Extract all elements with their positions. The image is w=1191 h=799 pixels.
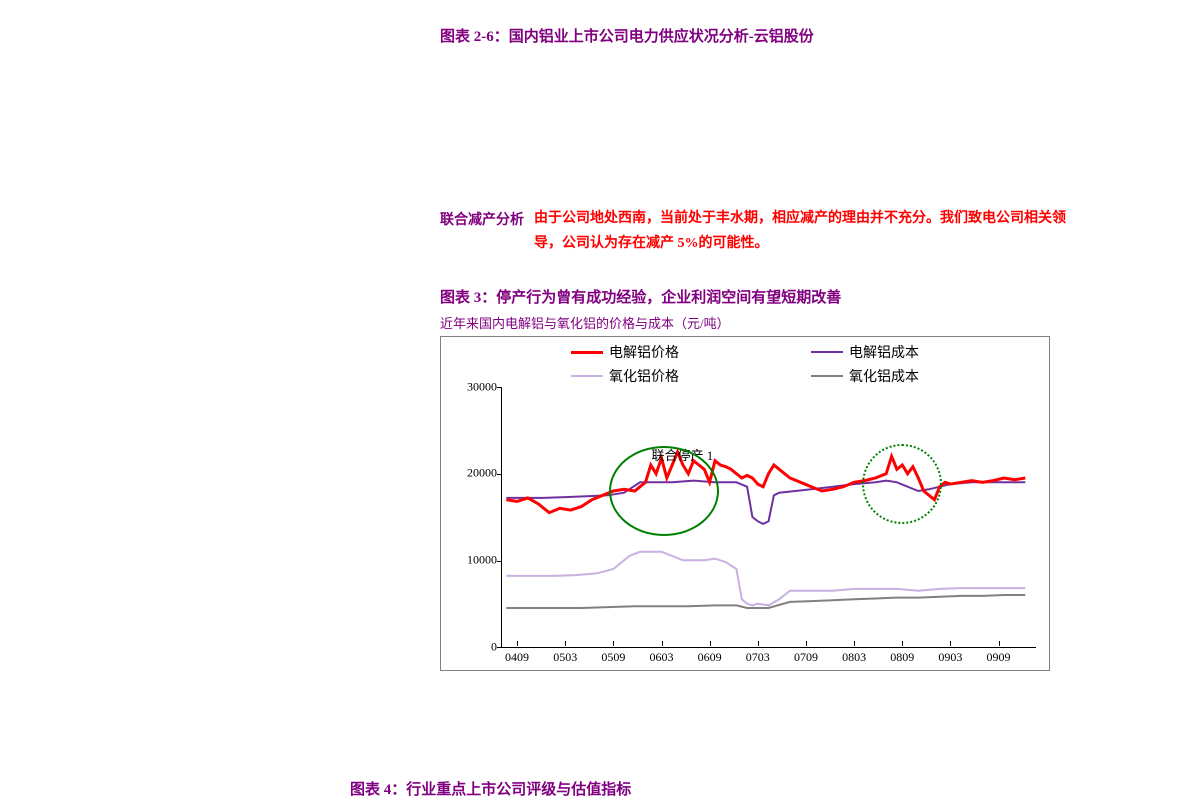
x-tick-0609: 0609 [698, 650, 722, 665]
x-tick-0709: 0709 [794, 650, 818, 665]
x-tick-0803: 0803 [842, 650, 866, 665]
analysis-label: 联合减产分析 [440, 206, 524, 229]
x-tick-0903: 0903 [938, 650, 962, 665]
joint-reduction-analysis: 联合减产分析 由于公司地处西南，当前处于丰水期，相应减产的理由并不充分。我们致电… [440, 206, 1080, 256]
analysis-text: 由于公司地处西南，当前处于丰水期，相应减产的理由并不充分。我们致电公司相关领导，… [534, 206, 1080, 256]
figure-2-6-title: 图表 2-6：国内铝业上市公司电力供应状况分析-云铝股份 [440, 25, 1080, 46]
price-cost-chart: 0 10000 20000 30000 电解铝价格 电解铝成本 氧化铝价格 氧化… [440, 336, 1050, 671]
annotation-circle-solid [609, 446, 719, 536]
figure-4-title: 图表 4：行业重点上市公司评级与估值指标 [350, 778, 631, 799]
x-tick-0503: 0503 [553, 650, 577, 665]
x-tick-0909: 0909 [987, 650, 1011, 665]
chart-lines [441, 337, 1051, 672]
x-tick-0603: 0603 [650, 650, 674, 665]
annotation-circle-dotted [862, 444, 942, 524]
figure-3-title: 图表 3：停产行为曾有成功经验，企业利润空间有望短期改善 [440, 286, 1080, 307]
x-tick-0409: 0409 [505, 650, 529, 665]
x-tick-0809: 0809 [890, 650, 914, 665]
x-tick-0509: 0509 [601, 650, 625, 665]
figure-3-subtitle: 近年来国内电解铝与氧化铝的价格与成本（元/吨） [440, 313, 1080, 332]
x-tick-0703: 0703 [746, 650, 770, 665]
